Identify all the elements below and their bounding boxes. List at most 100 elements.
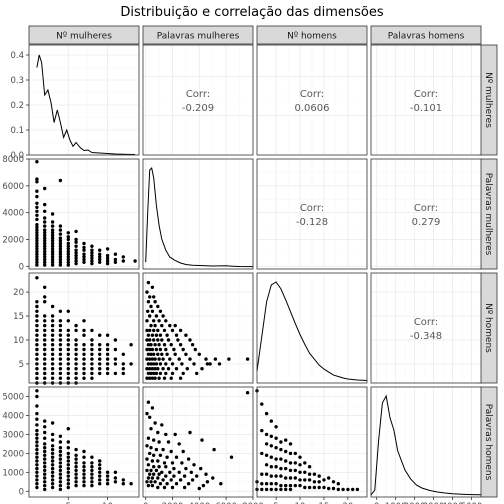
scatter-point — [170, 461, 175, 465]
scatter-point — [50, 263, 55, 267]
scatter-point — [148, 295, 152, 299]
scatter-point — [146, 309, 150, 313]
scatter-point — [35, 189, 39, 193]
scatter-point — [113, 347, 118, 352]
scatter-point — [98, 478, 102, 482]
panel-border — [142, 44, 254, 156]
scatter-point — [90, 248, 94, 252]
scatter-point — [219, 482, 223, 486]
scatter-point — [113, 252, 118, 256]
scatter-point — [43, 228, 47, 232]
scatter-point — [148, 314, 152, 318]
x-tick-label: 2000 — [404, 502, 426, 504]
scatter-point — [43, 328, 47, 333]
scatter-point — [145, 338, 149, 342]
scatter-point — [35, 423, 39, 427]
scatter-point — [58, 449, 63, 454]
scatter-point — [180, 461, 184, 465]
scatter-point — [58, 440, 63, 444]
scatter-point — [98, 362, 102, 366]
scatter-point — [50, 470, 55, 474]
scatter-point — [90, 461, 94, 465]
scatter-point — [164, 474, 168, 478]
scatter-point — [66, 244, 71, 248]
scatter-point — [50, 323, 55, 328]
scatter-point — [149, 304, 153, 309]
corr-label: Corr: — [300, 203, 324, 214]
scatter-point — [74, 352, 78, 356]
scatter-point — [43, 442, 47, 446]
scatter-point — [90, 343, 94, 347]
scatter-point — [43, 263, 47, 267]
scatter-point — [146, 371, 151, 376]
scatter-point — [50, 257, 55, 262]
x-tick-label: 6000 — [215, 502, 237, 504]
gridlines — [371, 158, 481, 269]
scatter-point — [172, 466, 176, 471]
scatter-point — [307, 465, 312, 469]
corr-value: 0.0606 — [295, 103, 330, 114]
scatter-point — [113, 480, 118, 484]
scatter-point — [98, 352, 102, 356]
scatter-point — [152, 371, 156, 376]
scatter-point — [58, 446, 63, 450]
scatter-point — [180, 362, 184, 366]
scatter-point — [288, 483, 293, 488]
gridlines — [371, 45, 481, 155]
scatter-point — [178, 328, 183, 333]
corr-value: -0.101 — [410, 103, 442, 114]
scatter-point — [35, 404, 39, 408]
scatter-point — [317, 485, 321, 490]
scatter-point — [260, 487, 264, 492]
scatter-point — [43, 436, 47, 440]
panel-border — [28, 272, 140, 384]
scatter-point — [274, 474, 278, 478]
scatter-point — [43, 338, 47, 342]
scatter-point — [121, 371, 126, 376]
scatter-point — [153, 300, 157, 304]
scatter-point — [35, 478, 39, 482]
panel-border — [256, 158, 368, 270]
scatter-point — [66, 352, 71, 356]
scatter-point — [173, 352, 177, 356]
scatter-point — [43, 239, 47, 243]
scatter-point — [284, 449, 288, 454]
scatter-point — [74, 251, 78, 255]
scatter-point — [148, 376, 152, 380]
scatter-point — [35, 417, 39, 421]
scatter-point — [113, 476, 118, 480]
scatter-point — [152, 319, 156, 323]
scatter-point — [174, 482, 179, 486]
scatter-point — [35, 244, 39, 248]
scatter-point — [66, 367, 71, 371]
scatter-point — [35, 474, 39, 478]
panel-0-3: Corr: -0.101 — [370, 44, 482, 156]
scatter-point — [58, 328, 63, 333]
scatter-point — [74, 240, 78, 244]
scatter-point — [269, 444, 273, 448]
scatter-point — [35, 323, 39, 328]
scatter-point — [50, 438, 55, 442]
scatter-point — [154, 468, 159, 473]
scatter-point — [121, 482, 126, 486]
scatter-point — [35, 436, 39, 440]
scatter-point — [35, 217, 39, 222]
scatter-point — [113, 371, 118, 376]
panel-2-1 — [142, 272, 254, 384]
scatter-point — [58, 367, 63, 371]
scatter-point — [148, 328, 152, 333]
scatter-point — [148, 472, 152, 476]
scatter-point — [35, 470, 39, 474]
scatter-point — [105, 347, 110, 352]
scatter-point — [66, 237, 71, 242]
scatter-point — [284, 466, 288, 471]
scatter-point — [145, 290, 149, 294]
scatter-point — [156, 338, 160, 342]
scatter-point — [121, 362, 126, 366]
scatter-point — [90, 472, 94, 476]
scatter-point — [169, 478, 173, 482]
scatter-point — [212, 447, 216, 452]
scatter-point — [113, 357, 118, 361]
scatter-point — [157, 319, 161, 323]
x-tick-label: 3000 — [423, 502, 445, 504]
